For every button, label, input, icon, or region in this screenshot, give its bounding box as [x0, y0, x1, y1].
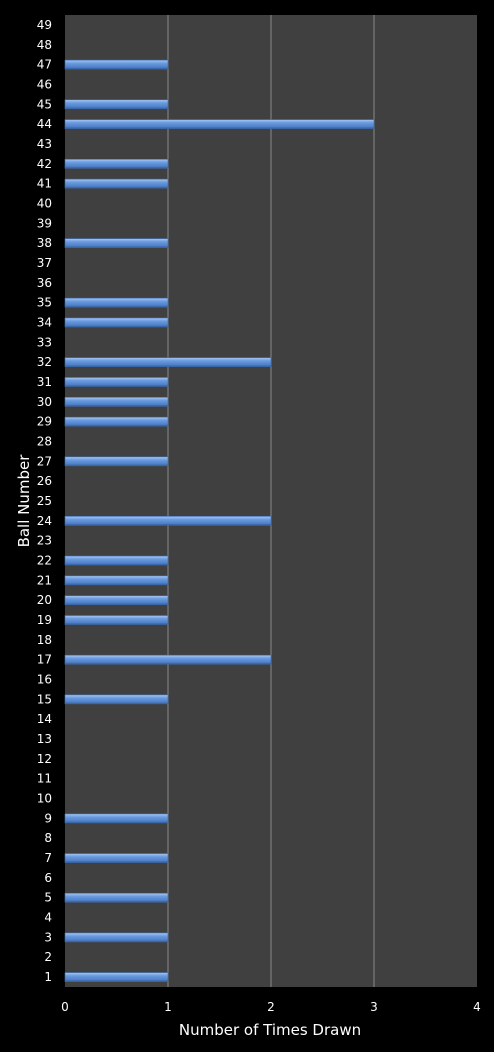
y-tick-label: 27 [37, 454, 52, 468]
y-tick-label: 39 [37, 216, 52, 230]
y-tick-label: 31 [37, 375, 52, 389]
bar [64, 595, 169, 605]
y-tick-label: 11 [37, 772, 52, 786]
y-tick-label: 17 [37, 653, 52, 667]
y-tick-label: 32 [37, 355, 52, 369]
y-tick-label: 5 [44, 891, 52, 905]
bar [64, 972, 169, 982]
x-tick-label: 4 [473, 1000, 481, 1014]
x-tick-labels: 0 1 2 3 4 [61, 1000, 481, 1014]
bars [64, 59, 375, 982]
bar [64, 377, 169, 387]
y-tick-label: 40 [37, 196, 52, 210]
y-tick-label: 1 [44, 970, 52, 984]
y-tick-label: 6 [44, 871, 52, 885]
y-tick-label: 41 [37, 177, 52, 191]
y-tick-label: 30 [37, 395, 52, 409]
bar [64, 357, 272, 367]
y-tick-label: 20 [37, 593, 52, 607]
x-tick-label: 1 [164, 1000, 172, 1014]
bar [64, 813, 169, 824]
bar [64, 516, 272, 526]
y-tick-label: 12 [37, 752, 52, 766]
x-axis-title: Number of Times Drawn [179, 1021, 361, 1039]
bar [64, 654, 272, 665]
y-tick-label: 28 [37, 434, 52, 448]
bar [64, 317, 169, 328]
bar [64, 397, 169, 407]
y-tick-label: 24 [37, 514, 52, 528]
y-axis-title: Ball Number [15, 454, 33, 548]
bar [64, 416, 169, 427]
y-tick-label: 7 [44, 851, 52, 865]
y-tick-label: 16 [37, 673, 52, 687]
y-tick-label: 38 [37, 236, 52, 250]
gridlines [167, 15, 375, 987]
y-tick-label: 36 [37, 276, 52, 290]
y-tick-label: 3 [44, 930, 52, 944]
y-tick-label: 48 [37, 38, 52, 52]
y-tick-label: 18 [37, 633, 52, 647]
y-tick-label: 35 [37, 296, 52, 310]
bar [64, 178, 169, 189]
y-tick-label: 33 [37, 335, 52, 349]
y-tick-label: 45 [37, 97, 52, 111]
bar [64, 615, 169, 625]
bar [64, 575, 169, 586]
bar [64, 99, 169, 110]
bar [64, 892, 169, 903]
y-tick-label: 2 [44, 950, 52, 964]
y-tick-label: 42 [37, 157, 52, 171]
bar [64, 297, 169, 308]
x-tick-label: 0 [61, 1000, 69, 1014]
bar [64, 932, 169, 943]
bar [64, 555, 169, 566]
x-tick-label: 2 [267, 1000, 275, 1014]
y-tick-label: 26 [37, 474, 52, 488]
y-tick-label: 23 [37, 534, 52, 548]
bar [64, 119, 375, 129]
x-tick-label: 3 [370, 1000, 378, 1014]
y-tick-label: 34 [37, 315, 52, 329]
y-tick-label: 29 [37, 415, 52, 429]
bar [64, 694, 169, 705]
y-tick-label: 25 [37, 494, 52, 508]
y-tick-label: 47 [37, 58, 52, 72]
bar [64, 158, 169, 169]
y-tick-label: 9 [44, 811, 52, 825]
bar [64, 456, 169, 467]
y-tick-label: 4 [44, 911, 52, 925]
y-tick-labels: 1234567891011121314151617181920212223242… [37, 18, 52, 984]
y-tick-label: 43 [37, 137, 52, 151]
y-tick-label: 15 [37, 692, 52, 706]
bar [64, 853, 169, 863]
y-tick-label: 46 [37, 77, 52, 91]
y-tick-label: 19 [37, 613, 52, 627]
y-tick-label: 37 [37, 256, 52, 270]
bar [64, 59, 169, 70]
y-tick-label: 14 [37, 712, 52, 726]
bar [64, 238, 169, 248]
y-tick-label: 8 [44, 831, 52, 845]
y-tick-label: 21 [37, 573, 52, 587]
y-tick-label: 13 [37, 732, 52, 746]
y-tick-label: 10 [37, 792, 52, 806]
y-tick-label: 49 [37, 18, 52, 32]
y-tick-label: 44 [37, 117, 52, 131]
y-tick-label: 22 [37, 554, 52, 568]
